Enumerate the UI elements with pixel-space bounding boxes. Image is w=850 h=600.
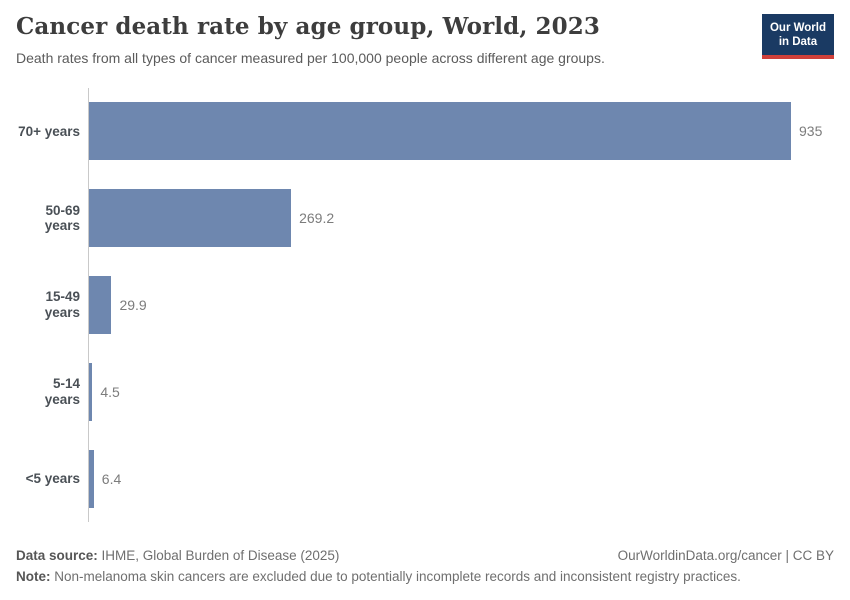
- bar[interactable]: [89, 102, 791, 161]
- value-label: 4.5: [100, 383, 120, 400]
- bar-chart: 70+ years 935 50-69 years 269.2 15-49 years 2…: [16, 88, 834, 522]
- row-plot-area: 4.5: [88, 348, 834, 436]
- value-label: 29.9: [119, 296, 147, 313]
- bar[interactable]: [89, 189, 292, 248]
- owid-logo-line2: in Data: [778, 36, 818, 49]
- license-badge[interactable]: CC BY: [792, 548, 834, 563]
- owid-logo[interactable]: Our World in Data: [761, 14, 834, 59]
- data-source: Data source: IHME, Global Burden of Dise…: [16, 546, 339, 567]
- bar[interactable]: [89, 362, 93, 421]
- bar-row: 15-49 years 29.9: [16, 261, 834, 349]
- page-subtitle: Death rates from all types of cancer mea…: [16, 49, 605, 66]
- page-title: Cancer death rate by age group, World, 2…: [16, 13, 600, 40]
- bar-row: <5 years 6.4: [16, 435, 834, 522]
- note-label: Note:: [16, 568, 51, 584]
- header: Cancer death rate by age group, World, 2…: [0, 0, 850, 67]
- category-label: 70+ years: [18, 123, 80, 139]
- category-label: 5-14 years: [44, 376, 80, 407]
- data-source-label: Data source:: [16, 548, 98, 563]
- row-plot-area: 269.2: [88, 174, 834, 262]
- owid-logo-line1: Our World: [769, 22, 826, 34]
- data-source-text: IHME, Global Burden of Disease (2025): [97, 548, 340, 563]
- bar[interactable]: [89, 449, 94, 508]
- category-label: 15-49 years: [44, 289, 80, 320]
- category-label: 50-69 years: [44, 202, 80, 234]
- footer-note-line: Note: Non-melanoma skin cancers are excl…: [16, 567, 834, 588]
- license-separator: |: [781, 548, 793, 563]
- row-plot-area: 935: [88, 88, 834, 175]
- value-label: 6.4: [101, 470, 122, 487]
- chart-rows: 70+ years 935 50-69 years 269.2 15-49 years 2…: [16, 88, 834, 522]
- bar[interactable]: [89, 275, 112, 334]
- category-label: <5 years: [25, 470, 80, 486]
- owid-link[interactable]: OurWorldinData.org/cancer: [617, 548, 782, 563]
- row-plot-area: 29.9: [88, 261, 834, 349]
- value-label: 935: [799, 123, 823, 140]
- footer-source-line: Data source: IHME, Global Burden of Dise…: [16, 546, 834, 567]
- header-text: Cancer death rate by age group, World, 2…: [16, 13, 605, 67]
- bar-row: 5-14 years 4.5: [16, 348, 834, 436]
- footer: Data source: IHME, Global Burden of Dise…: [16, 546, 834, 588]
- bar-row: 50-69 years 269.2: [16, 174, 834, 262]
- footer-attribution: OurWorldinData.org/cancer | CC BY: [618, 546, 834, 567]
- note-text: Non-melanoma skin cancers are excluded d…: [50, 568, 741, 584]
- value-label: 269.2: [299, 210, 335, 227]
- row-plot-area: 6.4: [88, 435, 834, 522]
- bar-row: 70+ years 935: [16, 88, 834, 175]
